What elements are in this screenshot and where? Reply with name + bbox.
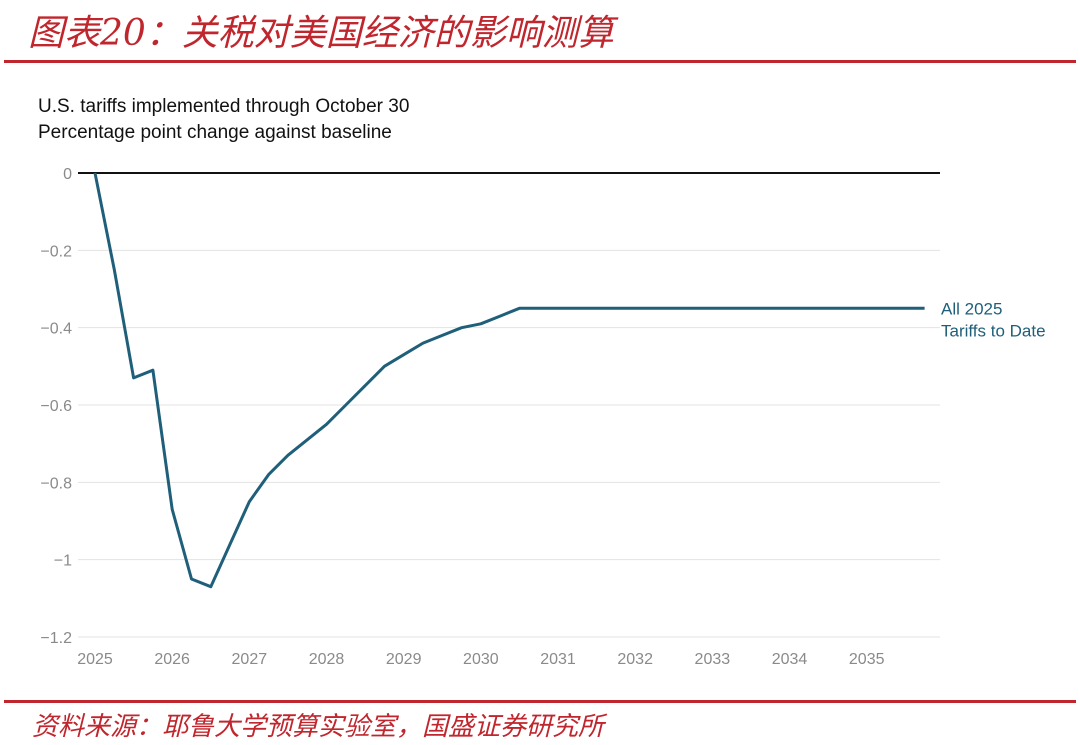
x-tick-label: 2034 <box>772 651 808 668</box>
y-tick-label: −0.8 <box>40 475 72 492</box>
x-tick-label: 2029 <box>386 651 422 668</box>
series-layer <box>93 172 925 589</box>
line-chart: 0 −0.2 −0.4 −0.6 −0.8 −1 −1.2 2025 2026 2027 2028… <box>40 166 1046 668</box>
y-tick-label: −0.6 <box>40 398 72 415</box>
series-line <box>93 172 925 589</box>
grid-lines <box>78 172 940 638</box>
figure-title: 图表20：关税对美国经济的影响测算 <box>28 13 614 54</box>
y-tick-label: −1 <box>54 553 72 570</box>
y-tick-label: −0.2 <box>40 243 72 260</box>
chart-title: U.S. tariffs implemented through October… <box>38 96 410 117</box>
x-tick-label: 2031 <box>540 651 576 668</box>
y-tick-label: −0.4 <box>40 321 72 338</box>
x-tick-label: 2033 <box>695 651 731 668</box>
x-tick-label: 2025 <box>77 651 113 668</box>
x-tick-label: 2026 <box>154 651 190 668</box>
x-tick-label: 2027 <box>232 651 268 668</box>
series-label: All 2025 Tariffs to Date <box>941 299 1046 340</box>
bottom-divider <box>4 700 1076 703</box>
y-tick-label: −1.2 <box>40 630 72 647</box>
top-divider <box>4 60 1076 63</box>
y-axis-ticks: 0 −0.2 −0.4 −0.6 −0.8 −1 −1.2 <box>40 166 72 647</box>
x-tick-label: 2030 <box>463 651 499 668</box>
series-label-line-2: Tariffs to Date <box>941 321 1046 340</box>
x-tick-label: 2035 <box>849 651 885 668</box>
chart-subtitle: Percentage point change against baseline <box>38 122 392 143</box>
x-tick-label: 2032 <box>617 651 653 668</box>
x-axis-ticks: 2025 2026 2027 2028 2029 2030 2031 2032 2033 2034… <box>77 651 884 668</box>
source-note: 资料来源：耶鲁大学预算实验室，国盛证券研究所 <box>32 712 605 742</box>
series-label-line-1: All 2025 <box>941 299 1002 318</box>
x-tick-label: 2028 <box>309 651 345 668</box>
y-tick-label: 0 <box>63 166 72 183</box>
